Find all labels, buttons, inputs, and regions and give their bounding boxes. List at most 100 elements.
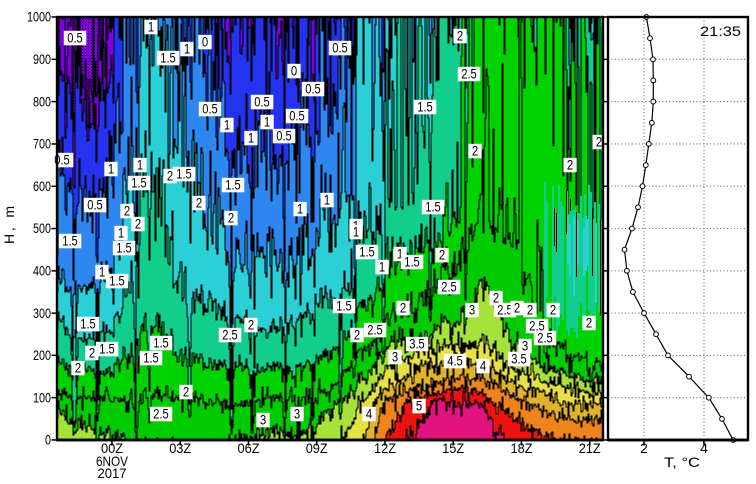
svg-text:1: 1 xyxy=(264,115,270,130)
svg-text:1.5: 1.5 xyxy=(359,245,375,260)
svg-text:2.5: 2.5 xyxy=(497,303,513,318)
svg-text:1: 1 xyxy=(379,260,385,275)
svg-text:1.5: 1.5 xyxy=(62,234,78,249)
svg-text:0: 0 xyxy=(291,64,297,79)
svg-text:1.5: 1.5 xyxy=(143,351,159,366)
svg-text:2017: 2017 xyxy=(98,465,127,479)
svg-text:2: 2 xyxy=(135,217,141,232)
svg-text:2.5: 2.5 xyxy=(537,331,553,346)
svg-text:03Z: 03Z xyxy=(169,440,191,456)
svg-text:0.5: 0.5 xyxy=(87,198,103,213)
svg-text:3.5: 3.5 xyxy=(511,352,527,367)
svg-text:0.5: 0.5 xyxy=(254,95,270,110)
svg-text:2.5: 2.5 xyxy=(153,407,169,422)
svg-text:3: 3 xyxy=(522,339,528,354)
svg-text:700: 700 xyxy=(33,136,51,152)
svg-text:1.5: 1.5 xyxy=(99,342,115,357)
svg-text:1: 1 xyxy=(137,158,143,173)
svg-text:1.5: 1.5 xyxy=(225,178,241,193)
svg-text:1.5: 1.5 xyxy=(109,274,125,289)
svg-text:1.5: 1.5 xyxy=(80,317,96,332)
svg-text:5: 5 xyxy=(416,399,422,414)
svg-text:2: 2 xyxy=(400,301,406,316)
svg-text:06Z: 06Z xyxy=(238,440,260,456)
svg-text:1: 1 xyxy=(353,225,359,240)
svg-text:3: 3 xyxy=(294,407,300,422)
svg-text:1: 1 xyxy=(99,265,105,280)
svg-text:1.5: 1.5 xyxy=(336,299,352,314)
svg-text:4.5: 4.5 xyxy=(447,354,463,369)
svg-text:2.5: 2.5 xyxy=(461,67,477,82)
svg-text:400: 400 xyxy=(33,263,51,279)
svg-text:1.5: 1.5 xyxy=(425,200,441,215)
svg-text:21Z: 21Z xyxy=(579,440,601,456)
svg-text:1: 1 xyxy=(118,226,124,241)
svg-text:3: 3 xyxy=(469,303,475,318)
svg-text:2: 2 xyxy=(640,440,648,456)
svg-text:0: 0 xyxy=(45,432,51,448)
svg-text:1: 1 xyxy=(184,42,190,57)
svg-text:0.5: 0.5 xyxy=(332,41,348,56)
svg-text:0.5: 0.5 xyxy=(305,82,321,97)
svg-text:2: 2 xyxy=(183,385,189,400)
svg-text:1: 1 xyxy=(224,118,230,133)
svg-text:4: 4 xyxy=(366,407,373,422)
svg-text:2.5: 2.5 xyxy=(367,323,383,338)
svg-text:1: 1 xyxy=(248,131,254,146)
svg-text:2: 2 xyxy=(248,318,254,333)
svg-text:2: 2 xyxy=(472,144,478,159)
svg-text:1.5: 1.5 xyxy=(417,100,433,115)
svg-text:0.5: 0.5 xyxy=(276,129,292,144)
svg-text:1: 1 xyxy=(397,247,403,262)
svg-text:1: 1 xyxy=(108,162,114,177)
svg-text:4: 4 xyxy=(700,440,708,456)
svg-text:2: 2 xyxy=(75,361,81,376)
svg-text:3: 3 xyxy=(260,413,266,428)
svg-text:1.5: 1.5 xyxy=(176,167,192,182)
svg-text:2: 2 xyxy=(596,135,602,150)
svg-text:1.5: 1.5 xyxy=(131,176,147,191)
svg-text:1.5: 1.5 xyxy=(116,241,132,256)
svg-text:2.5: 2.5 xyxy=(222,328,238,343)
svg-text:18Z: 18Z xyxy=(511,440,533,456)
svg-text:15Z: 15Z xyxy=(442,440,464,456)
svg-text:H, m: H, m xyxy=(1,206,17,244)
svg-text:T, °C: T, °C xyxy=(664,454,700,470)
svg-text:1.5: 1.5 xyxy=(404,255,420,270)
svg-text:1.5: 1.5 xyxy=(160,51,176,66)
svg-text:300: 300 xyxy=(33,305,51,321)
svg-text:00Z: 00Z xyxy=(101,440,123,456)
svg-text:2: 2 xyxy=(124,204,130,219)
svg-text:2: 2 xyxy=(493,291,499,306)
svg-text:0.5: 0.5 xyxy=(202,102,218,117)
svg-text:12Z: 12Z xyxy=(374,440,396,456)
svg-text:2: 2 xyxy=(550,303,556,318)
svg-text:3.5: 3.5 xyxy=(409,337,425,352)
svg-text:2: 2 xyxy=(586,316,592,331)
svg-text:09Z: 09Z xyxy=(306,440,328,456)
svg-text:100: 100 xyxy=(33,389,51,405)
svg-text:2: 2 xyxy=(439,248,445,263)
svg-text:2: 2 xyxy=(457,29,463,44)
svg-text:2: 2 xyxy=(167,169,173,184)
svg-text:800: 800 xyxy=(33,93,51,109)
svg-text:1: 1 xyxy=(324,193,330,208)
svg-text:200: 200 xyxy=(33,347,51,363)
svg-text:1: 1 xyxy=(148,20,154,35)
svg-text:1.5: 1.5 xyxy=(153,336,169,351)
svg-text:6NOV: 6NOV xyxy=(96,453,129,469)
svg-text:2: 2 xyxy=(89,346,95,361)
svg-text:600: 600 xyxy=(33,178,51,194)
svg-text:3: 3 xyxy=(392,350,398,365)
svg-text:2: 2 xyxy=(527,303,533,318)
svg-text:2.5: 2.5 xyxy=(529,319,545,334)
svg-text:2.5: 2.5 xyxy=(441,280,457,295)
svg-text:0.5: 0.5 xyxy=(67,31,83,46)
svg-text:4: 4 xyxy=(480,359,487,374)
svg-text:2: 2 xyxy=(567,158,573,173)
svg-text:21:35: 21:35 xyxy=(700,23,741,39)
svg-text:900: 900 xyxy=(33,51,51,67)
svg-text:2: 2 xyxy=(514,301,520,316)
svg-text:2: 2 xyxy=(354,328,360,343)
svg-text:0.5: 0.5 xyxy=(289,109,305,124)
